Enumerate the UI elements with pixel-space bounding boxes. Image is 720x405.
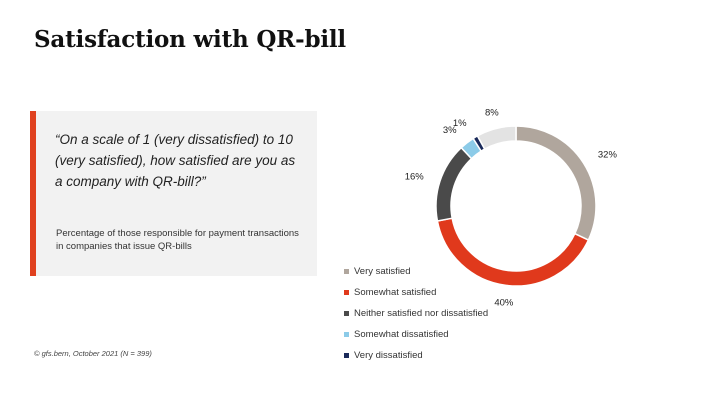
legend-item-neither: Neither satisfied nor dissatisfied: [344, 303, 488, 324]
legend-swatch: [344, 353, 349, 358]
data-label-very-dissatisfied: 1%: [453, 118, 467, 129]
legend-swatch: [344, 290, 349, 295]
legend-swatch: [344, 269, 349, 274]
data-label-somewhat-satisfied: 40%: [494, 298, 514, 309]
data-label-very-satisfied: 32%: [598, 150, 618, 161]
legend-label: Somewhat satisfied: [354, 287, 437, 298]
donut-slice-very-satisfied: [515, 125, 597, 242]
question-quote: “On a scale of 1 (very dissatisfied) to …: [55, 132, 296, 189]
data-label-no-answer: 8%: [485, 108, 499, 119]
legend-item-very-dissatisfied: Very dissatisfied: [344, 345, 488, 366]
question-subtitle: Percentage of those responsible for paym…: [56, 228, 299, 252]
legend-swatch: [344, 332, 349, 337]
donut-slice-no-answer: [476, 125, 517, 151]
legend-label: Very dissatisfied: [354, 350, 423, 361]
data-label-somewhat-dissatisfied: 3%: [443, 125, 457, 136]
page-title: Satisfaction with QR-bill: [34, 26, 346, 53]
legend-swatch: [344, 311, 349, 316]
source-footnote: © gfs.bern, October 2021 (N = 399): [34, 349, 152, 358]
accent-bar: [30, 111, 36, 276]
donut-slice-neither: [435, 146, 473, 222]
chart-legend: Very satisfied Somewhat satisfied Neither …: [344, 261, 488, 366]
legend-label: Very satisfied: [354, 266, 411, 277]
legend-item-very-satisfied: Very satisfied: [344, 261, 488, 282]
legend-label: Somewhat dissatisfied: [354, 329, 449, 340]
legend-label: Neither satisfied nor dissatisfied: [354, 308, 489, 319]
donut-chart: 32% 40% 16% 3%1% 8%: [405, 108, 618, 309]
question-box: “On a scale of 1 (very dissatisfied) to …: [30, 111, 317, 276]
data-label-neither: 16%: [405, 172, 425, 183]
legend-item-somewhat-dissatisfied: Somewhat dissatisfied: [344, 324, 488, 345]
legend-item-somewhat-satisfied: Somewhat satisfied: [344, 282, 488, 303]
